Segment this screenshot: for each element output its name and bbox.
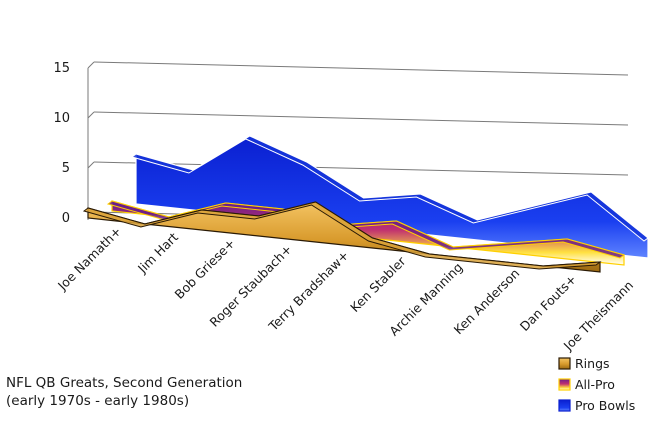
legend: Rings All-Pro Pro Bowls [558,356,635,413]
legend-label-pro-bowls: Pro Bowls [575,398,635,413]
legend-label-rings: Rings [575,356,610,371]
side-gridline [87,111,95,119]
back-gridline [93,161,629,176]
x-tick-label: Ken Stabler [347,253,409,315]
back-gridline [93,61,629,76]
chart-title: NFL QB Greats, Second Generation (early 1… [6,375,242,409]
legend-swatch-pro-bowls [558,399,571,412]
series-ridge-rings [82,201,602,270]
x-tick-label: Dan Fouts+ [517,272,580,335]
x-tick-label: Jim Hart [134,229,181,276]
x-tick-label: Joe Namath+ [54,224,124,294]
y-tick-label: 10 [53,111,70,126]
side-gridline [87,61,95,69]
side-gridline [87,161,95,169]
legend-swatch-all-pro [558,378,571,391]
x-tick-label: Bob Griese+ [172,236,238,302]
chart-title-line: (early 1970s - early 1980s) [6,393,189,409]
y-tick-label: 15 [53,61,70,76]
series-ridge-pro-bowls [130,135,649,242]
legend-label-all-pro: All-Pro [575,377,615,392]
plot-area [82,135,649,273]
back-gridline [93,111,629,126]
y-tick-label: 5 [62,161,70,176]
legend-swatch-rings [558,357,571,370]
x-tick-label: Ken Anderson [451,266,523,338]
y-tick-label: 0 [62,211,70,226]
chart-title-line: NFL QB Greats, Second Generation [6,375,242,391]
